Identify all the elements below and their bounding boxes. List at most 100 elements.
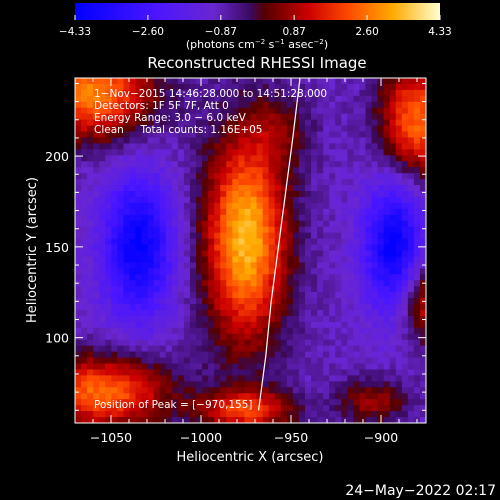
heatmap-cell [250, 220, 258, 228]
heatmap-cell [159, 173, 167, 180]
heatmap-cell [317, 375, 324, 382]
heatmap-cell [389, 214, 397, 222]
heatmap-cell [274, 137, 282, 145]
heatmap-cell [135, 286, 143, 293]
heatmap-cell [317, 155, 324, 162]
heatmap-cell [147, 125, 155, 133]
heatmap-cell [401, 262, 409, 269]
heatmap-cell [208, 185, 215, 192]
heatmap-cell [317, 417, 324, 423]
heatmap-cell [389, 256, 397, 263]
heatmap-cell [135, 309, 143, 317]
heatmap-cell [111, 298, 118, 305]
heatmap-cell [105, 244, 112, 252]
heatmap-cell [129, 149, 137, 156]
heatmap-cell [214, 280, 221, 287]
heatmap-cell [311, 167, 318, 174]
heatmap-cell [153, 309, 161, 317]
heatmap-cell [298, 286, 306, 293]
heatmap-cell [280, 179, 288, 186]
heatmap-cell [123, 143, 131, 150]
heatmap-cell [214, 268, 221, 275]
heatmap-cell [341, 196, 348, 204]
heatmap-cell [153, 357, 161, 365]
x-tick-label: −900 [364, 430, 398, 445]
heatmap-cell [189, 161, 197, 168]
heatmap-cell [75, 232, 82, 240]
heatmap-cell [147, 393, 155, 400]
heatmap-cell [183, 298, 191, 305]
heatmap-cell [177, 357, 185, 365]
heatmap-cell [208, 89, 215, 97]
heatmap-cell [256, 274, 264, 281]
heatmap-cell [407, 89, 415, 97]
heatmap-cell [129, 232, 137, 240]
heatmap-cell [413, 173, 421, 180]
heatmap-cell [93, 78, 100, 85]
heatmap-cell [317, 280, 324, 287]
heatmap-cell [341, 101, 348, 109]
heatmap-cell [359, 155, 367, 162]
heatmap-cell [256, 173, 264, 180]
heatmap-cell [135, 238, 143, 246]
heatmap-cell [189, 411, 197, 418]
heatmap-cell [153, 137, 161, 145]
heatmap-cell [177, 250, 185, 258]
heatmap-cell [389, 274, 397, 281]
heatmap-cell [196, 321, 203, 329]
heatmap-cell [371, 143, 379, 150]
heatmap-cell [407, 375, 415, 382]
heatmap-cell [341, 161, 348, 168]
heatmap-cell [377, 131, 385, 139]
heatmap-cell [377, 375, 385, 382]
heatmap-cell [87, 357, 94, 365]
heatmap-cell [159, 226, 167, 234]
heatmap-cell [123, 417, 131, 423]
heatmap-cell [99, 83, 106, 91]
heatmap-cell [311, 191, 318, 198]
heatmap-cell [298, 155, 306, 162]
heatmap-cell [123, 83, 131, 91]
heatmap-cell [177, 393, 185, 400]
heatmap-cell [359, 411, 367, 418]
heatmap-cell [202, 387, 209, 394]
heatmap-cell [171, 321, 179, 329]
heatmap-cell [413, 393, 421, 400]
heatmap-cell [183, 232, 191, 240]
heatmap-cell [202, 393, 209, 400]
heatmap-cell [323, 405, 330, 412]
heatmap-cell [220, 185, 227, 192]
heatmap-cell [401, 244, 409, 252]
heatmap-cell [395, 244, 403, 252]
heatmap-cell [395, 351, 403, 359]
heatmap-cell [232, 196, 239, 204]
heatmap-cell [177, 345, 185, 353]
heatmap-cell [341, 226, 348, 234]
heatmap-cell [244, 191, 252, 198]
heatmap-cell [383, 363, 391, 371]
heatmap-cell [383, 393, 391, 400]
heatmap-cell [135, 179, 143, 186]
heatmap-cell [341, 214, 348, 222]
heatmap-cell [304, 101, 312, 109]
heatmap-cell [323, 238, 330, 246]
heatmap-cell [147, 280, 155, 287]
heatmap-cell [177, 107, 185, 115]
heatmap-cell [268, 131, 276, 139]
heatmap-cell [99, 417, 106, 423]
heatmap-cell [323, 83, 330, 91]
heatmap-cell [383, 357, 391, 365]
heatmap-cell [359, 131, 367, 139]
heatmap-cell [292, 381, 300, 388]
heatmap-cell [220, 167, 227, 174]
heatmap-cell [286, 119, 294, 127]
heatmap-cell [419, 411, 426, 418]
heatmap-cell [298, 304, 306, 311]
heatmap-cell [383, 327, 391, 335]
heatmap-cell [401, 232, 409, 240]
heatmap-cell [135, 196, 143, 204]
heatmap-cell [317, 250, 324, 258]
heatmap-cell [123, 113, 131, 121]
heatmap-cell [153, 107, 161, 115]
heatmap-cell [401, 274, 409, 281]
